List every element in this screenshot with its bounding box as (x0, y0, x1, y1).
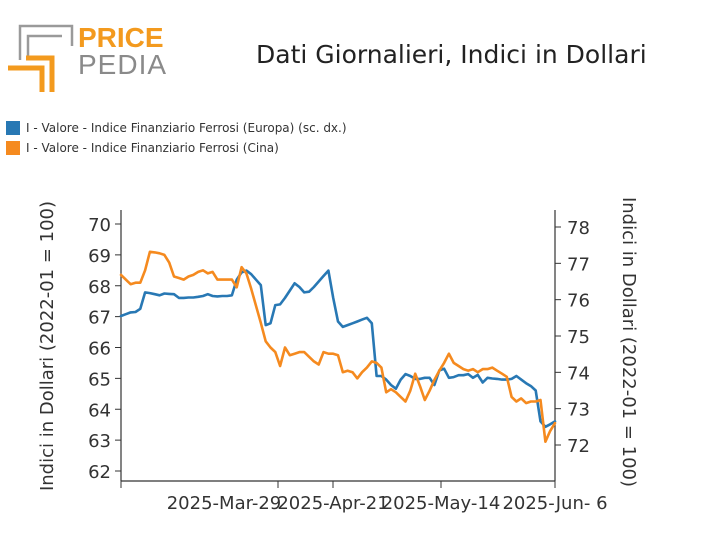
y-left-tick-label: 69 (88, 246, 111, 267)
logo-word-price: PRICE (78, 22, 164, 53)
legend-swatch-europe (6, 121, 20, 135)
logo-word-pedia: PEDIA (78, 49, 168, 80)
y-left-tick-label: 62 (88, 462, 111, 483)
y-left-tick-label: 66 (88, 339, 111, 360)
y-right-tick-label: 76 (567, 291, 590, 312)
chart-title: Dati Giornalieri, Indici in Dollari (256, 40, 647, 69)
legend-label-china: I - Valore - Indice Finanziario Ferrosi … (26, 141, 279, 155)
x-tick-label: 2025-Apr-21 (277, 493, 388, 514)
y-left-tick-label: 68 (88, 277, 111, 298)
x-tick-label: 2025-May-14 (382, 493, 501, 514)
y-right-tick-label: 78 (567, 218, 590, 239)
series-line-europe (119, 269, 557, 429)
x-tick-label: 2025-Jun- 6 (502, 493, 607, 514)
y-axis-label-right: Indici in Dollari (2022-01 = 100) (618, 197, 639, 487)
y-left-tick-label: 70 (88, 215, 111, 236)
chart-legend: I - Valore - Indice Finanziario Ferrosi … (6, 118, 347, 158)
y-right-tick-label: 75 (567, 327, 590, 348)
legend-entry-china[interactable]: I - Valore - Indice Finanziario Ferrosi … (6, 138, 347, 158)
legend-label-europe: I - Valore - Indice Finanziario Ferrosi … (26, 121, 347, 135)
y-left-tick-label: 64 (88, 400, 111, 421)
legend-swatch-china (6, 141, 20, 155)
legend-entry-europe[interactable]: I - Valore - Indice Finanziario Ferrosi … (6, 118, 347, 138)
chart-axes: 62 63 64 65 66 67 68 69 70 72 73 74 75 76 77 78 2025-Mar… (88, 210, 608, 514)
series-line-china (119, 250, 557, 444)
logo-mark-icon (8, 24, 74, 92)
pricepedia-logo: PRICE PEDIA (6, 22, 166, 92)
x-tick-label: 2025-Mar-29 (167, 493, 282, 514)
y-right-tick-label: 73 (567, 400, 590, 421)
y-right-tick-label: 72 (567, 436, 590, 457)
y-left-tick-label: 63 (88, 431, 111, 452)
y-axis-label-left: Indici in Dollari (2022-01 = 100) (37, 201, 58, 491)
y-right-tick-label: 77 (567, 254, 590, 275)
chart-lines (119, 250, 557, 444)
y-right-tick-label: 74 (567, 363, 590, 384)
y-left-tick-label: 65 (88, 369, 111, 390)
y-left-tick-label: 67 (88, 308, 111, 329)
